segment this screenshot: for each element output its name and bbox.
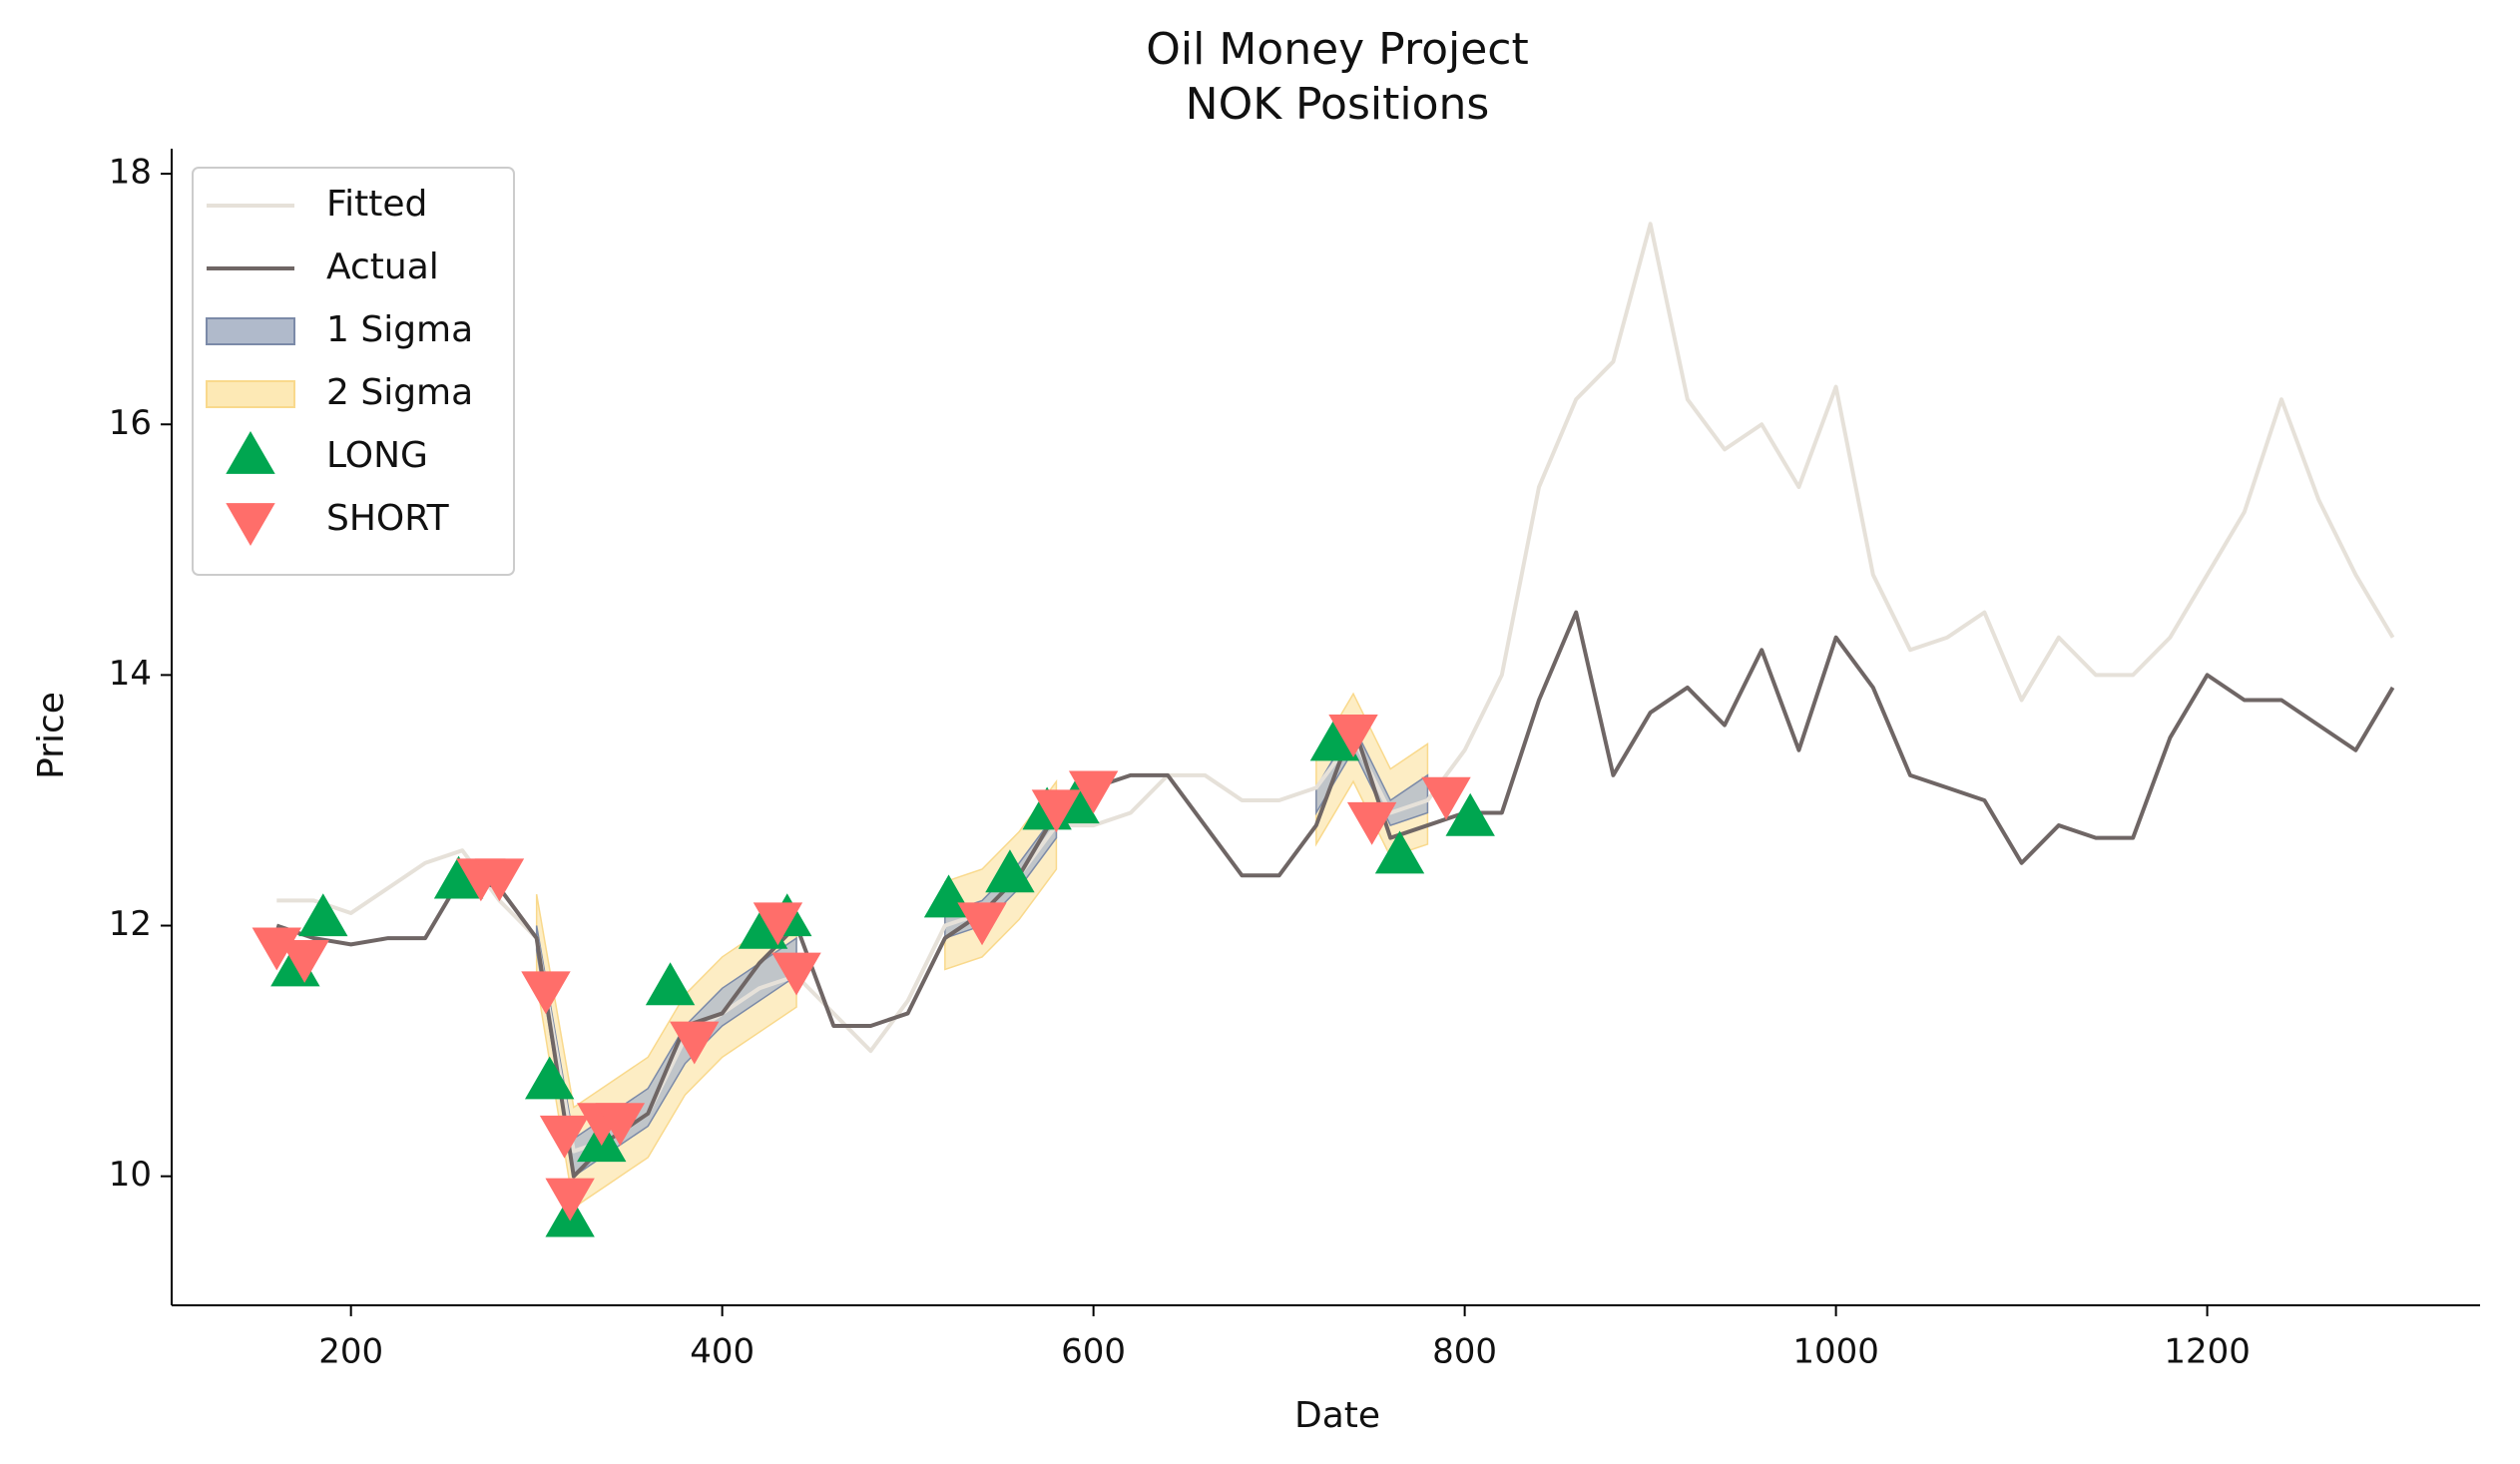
y-axis-label: Price <box>31 692 72 779</box>
signal-marker <box>279 940 329 983</box>
signal-marker <box>1328 714 1378 757</box>
signal-marker <box>521 971 571 1015</box>
y-tick-label: 12 <box>109 904 152 944</box>
legend: Fitted Actual 1 Sigma 2 Sigma LONG SHORT <box>192 167 515 576</box>
x-tick-label: 400 <box>690 1332 755 1372</box>
signal-marker <box>1068 770 1119 814</box>
y-tick-label: 16 <box>109 403 152 443</box>
signal-marker <box>1031 789 1082 833</box>
y-tick-label: 14 <box>109 654 152 694</box>
y-tick-label: 18 <box>109 153 152 193</box>
legend-label: Actual <box>326 246 439 287</box>
signal-marker <box>1374 830 1425 874</box>
chart-subtitle: NOK Positions <box>1186 79 1490 130</box>
plot-area <box>252 222 2395 1237</box>
x-tick-label: 1200 <box>2164 1332 2251 1372</box>
line <box>275 610 2395 1179</box>
x-tick-label: 800 <box>1432 1332 1497 1372</box>
signal-marker <box>985 849 1035 893</box>
x-tick-label: 1000 <box>1792 1332 1879 1372</box>
legend-swatch <box>226 503 275 546</box>
legend-swatch <box>206 380 295 408</box>
legend-label: 2 Sigma <box>326 372 473 413</box>
chart-title: Oil Money Project <box>1146 24 1528 75</box>
signal-marker <box>524 1056 575 1100</box>
signal-marker <box>545 1178 595 1221</box>
signal-marker <box>645 962 696 1006</box>
signal-marker <box>433 855 484 899</box>
legend-swatch <box>226 431 275 474</box>
signal-marker <box>957 902 1007 946</box>
x-axis-label: Date <box>1294 1395 1380 1436</box>
signal-marker <box>1445 792 1495 836</box>
x-tick-label: 600 <box>1061 1332 1126 1372</box>
y-tick-label: 10 <box>109 1155 152 1195</box>
x-tick-label: 200 <box>318 1332 383 1372</box>
legend-label: 1 Sigma <box>326 309 473 350</box>
signal-marker <box>474 858 525 902</box>
signal-marker <box>1346 801 1397 845</box>
legend-label: Fitted <box>326 184 427 225</box>
legend-label: LONG <box>326 435 428 476</box>
signal-marker <box>753 902 803 946</box>
signal-marker <box>539 1115 590 1159</box>
legend-swatch <box>206 317 295 345</box>
signal-marker <box>1421 776 1471 820</box>
signal-marker <box>298 893 348 937</box>
signal-marker <box>252 927 301 971</box>
signal-marker <box>771 952 821 996</box>
legend-label: SHORT <box>326 498 450 539</box>
line <box>276 222 2395 1154</box>
signal-marker <box>670 1021 720 1065</box>
signal-marker <box>595 1103 646 1147</box>
signal-marker <box>1309 718 1360 761</box>
